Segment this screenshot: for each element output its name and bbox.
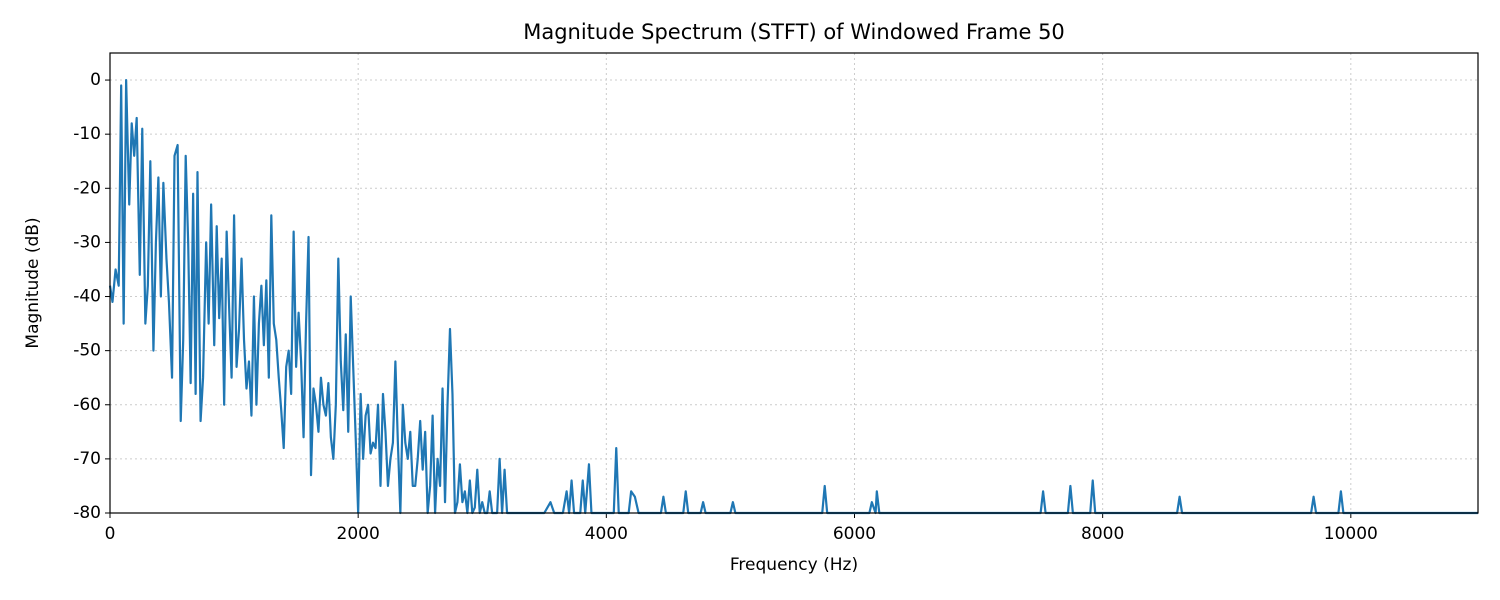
x-tick-label: 6000 (833, 524, 876, 544)
y-tick-label: 0 (90, 70, 101, 90)
y-axis-label: Magnitude (dB) (23, 217, 43, 348)
spectrum-line (108, 78, 1478, 515)
x-tick-label: 8000 (1081, 524, 1124, 544)
y-tick-label: -70 (73, 449, 101, 469)
y-tick-label: -30 (73, 232, 101, 252)
y-tick-label: -20 (73, 178, 101, 198)
x-axis-label: Frequency (Hz) (730, 555, 858, 575)
x-tick-label: 2000 (337, 524, 380, 544)
y-tick-label: -80 (73, 503, 101, 523)
y-tick-label: -60 (73, 395, 101, 415)
y-tick-label: -50 (73, 341, 101, 361)
chart-title: Magnitude Spectrum (STFT) of Windowed Fr… (523, 20, 1065, 44)
x-tick-label: 4000 (585, 524, 628, 544)
x-tick-label: 0 (105, 524, 116, 544)
x-tick-label: 10000 (1324, 524, 1378, 544)
y-tick-label: -40 (73, 287, 101, 307)
plot-frame (109, 52, 1479, 514)
y-tick-label: -10 (73, 124, 101, 144)
